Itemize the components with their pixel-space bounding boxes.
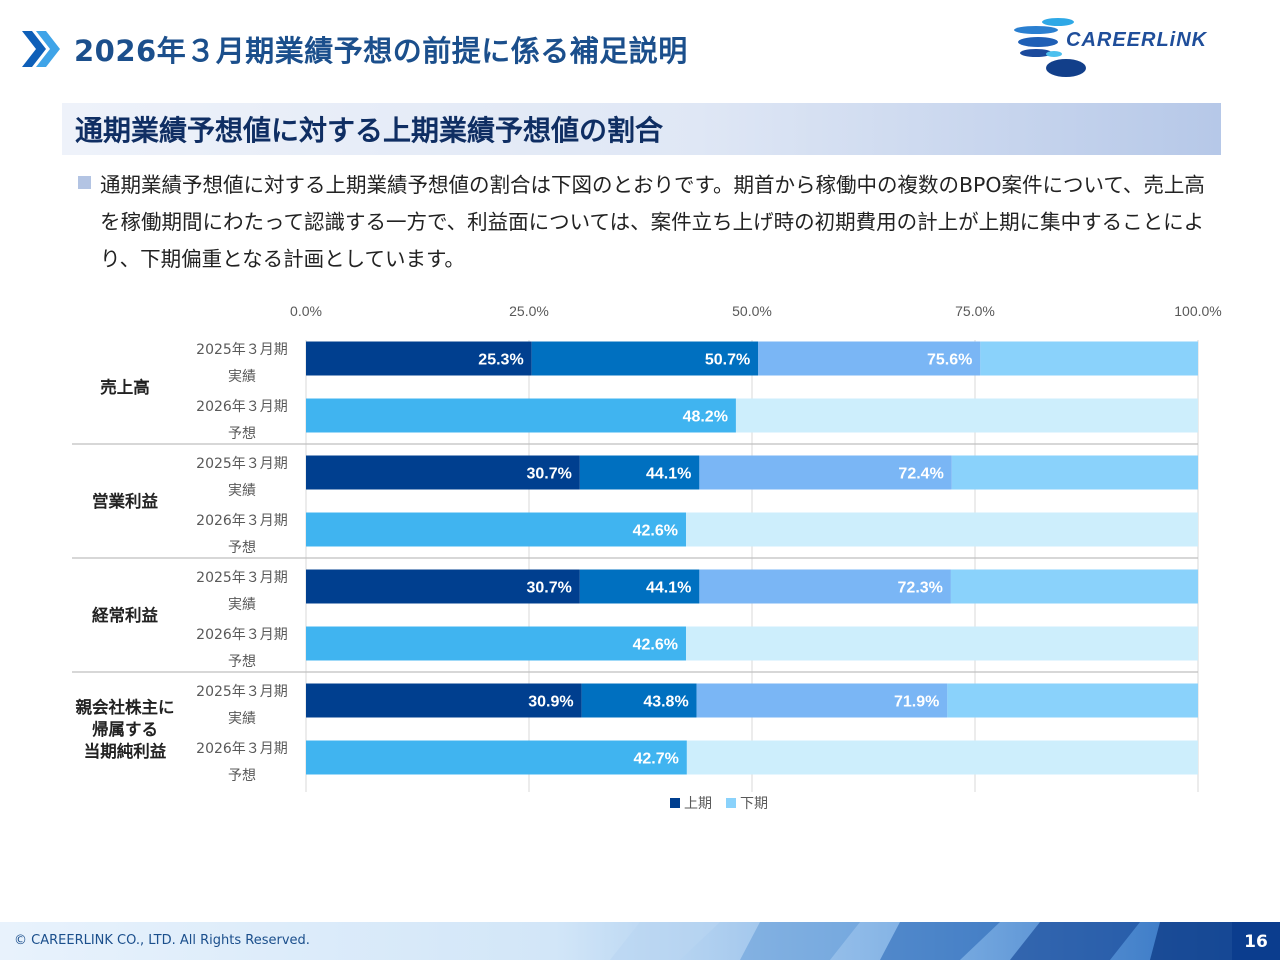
- x-tick-label: 100.0%: [1174, 303, 1221, 319]
- page-number: 16: [1244, 932, 1268, 952]
- legend-label: 上期: [684, 796, 712, 812]
- bar-segment: [306, 683, 582, 718]
- row-label-kind: 予想: [228, 654, 256, 670]
- copyright-text: © CAREERLINK CO., LTD. All Rights Reserv…: [14, 933, 310, 948]
- data-label: 42.6%: [633, 637, 678, 654]
- section-title: 通期業績予想値に対する上期業績予想値の割合: [75, 114, 664, 147]
- data-label: 75.6%: [927, 352, 972, 369]
- bar-segment: [581, 683, 697, 718]
- x-tick-label: 0.0%: [290, 303, 322, 319]
- row-label-period: 2026年３月期: [196, 627, 288, 643]
- data-label: 44.1%: [646, 466, 691, 483]
- bar-segment: [735, 398, 1198, 433]
- legend-label: 下期: [740, 796, 768, 812]
- bar-segment: [947, 683, 1198, 718]
- bar-segment: [306, 569, 580, 604]
- legend-swatch: [726, 798, 736, 808]
- group-label: 経常利益: [92, 605, 159, 625]
- row-label-kind: 予想: [228, 426, 256, 442]
- data-label: 48.2%: [683, 409, 728, 426]
- bar-segment: [686, 740, 1198, 775]
- row-label-kind: 予想: [228, 768, 256, 784]
- row-label-period: 2025年３月期: [196, 456, 288, 472]
- logo-text: CAREERLiNK: [1066, 29, 1208, 51]
- group-label: 当期純利益: [84, 741, 167, 761]
- legend-swatch: [670, 798, 680, 808]
- bar-segment: [699, 455, 952, 490]
- bar-segment: [306, 398, 736, 433]
- bar-segment: [306, 341, 532, 376]
- data-label: 72.3%: [898, 580, 943, 597]
- data-label: 50.7%: [705, 352, 750, 369]
- bar-segment: [306, 455, 580, 490]
- group-label: 帰属する: [92, 720, 158, 739]
- row-label-kind: 実績: [228, 483, 256, 499]
- bar-segment: [579, 569, 700, 604]
- row-label-kind: 実績: [228, 597, 256, 613]
- bar-segment: [950, 569, 1198, 604]
- row-label-period: 2025年３月期: [196, 342, 288, 358]
- bar-segment: [696, 683, 948, 718]
- x-tick-label: 50.0%: [732, 303, 772, 319]
- data-label: 30.7%: [526, 580, 571, 597]
- row-label-kind: 予想: [228, 540, 256, 556]
- bar-segment: [579, 455, 700, 490]
- row-label-period: 2026年３月期: [196, 513, 288, 529]
- bar-segment: [980, 341, 1198, 376]
- row-label-period: 2026年３月期: [196, 741, 288, 757]
- bar-segment: [306, 626, 686, 661]
- row-label-period: 2025年３月期: [196, 570, 288, 586]
- bar-segment: [306, 740, 687, 775]
- double-chevron-icon: [22, 31, 60, 67]
- row-label-kind: 実績: [228, 369, 256, 385]
- description-text: 通期業績予想値に対する上期業績予想値の割合は下図のとおりです。期首から稼働中の複…: [100, 173, 1205, 271]
- data-label: 43.8%: [643, 694, 688, 711]
- data-label: 44.1%: [646, 580, 691, 597]
- careerlink-logo: [1014, 18, 1086, 77]
- data-label: 72.4%: [898, 466, 943, 483]
- bar-segment: [685, 512, 1198, 547]
- data-label: 71.9%: [894, 694, 939, 711]
- group-label: 営業利益: [92, 491, 159, 511]
- data-label: 30.7%: [526, 466, 571, 483]
- page-number-box: [1232, 922, 1280, 960]
- page-title: 2026年３月期業績予想の前提に係る補足説明: [74, 34, 688, 68]
- bullet-marker: [78, 176, 91, 189]
- footer-band: [0, 922, 1232, 960]
- row-label-period: 2026年３月期: [196, 399, 288, 415]
- x-tick-label: 75.0%: [955, 303, 995, 319]
- data-label: 42.6%: [633, 523, 678, 540]
- bar-segment: [685, 626, 1198, 661]
- data-label: 25.3%: [478, 352, 523, 369]
- row-label-kind: 実績: [228, 711, 256, 727]
- bar-segment: [758, 341, 981, 376]
- row-label-period: 2025年３月期: [196, 684, 288, 700]
- bar-segment: [699, 569, 951, 604]
- section-band: [62, 103, 1221, 155]
- bar-segment: [951, 455, 1198, 490]
- group-label: 売上高: [100, 377, 150, 397]
- bar-segment: [306, 512, 686, 547]
- data-label: 30.9%: [528, 694, 573, 711]
- bar-segment: [531, 341, 759, 376]
- x-tick-label: 25.0%: [509, 303, 549, 319]
- group-label: 親会社株主に: [76, 697, 175, 717]
- data-label: 42.7%: [634, 751, 679, 768]
